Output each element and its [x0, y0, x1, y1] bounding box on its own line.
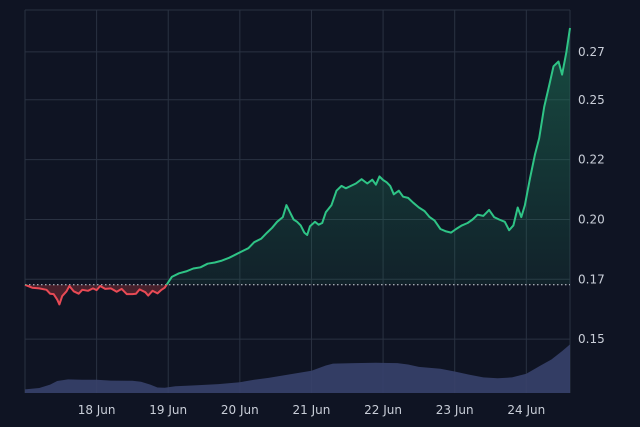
x-tick-label-2: 20 Jun — [221, 403, 259, 417]
y-tick-label-4: 0.17 — [578, 272, 605, 286]
x-tick-label-3: 21 Jun — [293, 403, 331, 417]
area-fill — [25, 28, 570, 305]
price-series — [24, 27, 571, 306]
x-tick-label-5: 23 Jun — [436, 403, 474, 417]
x-axis-ticks: 18 Jun 19 Jun 20 Jun 21 Jun 22 Jun 23 Jun 24 J… — [78, 403, 546, 417]
volume-bars — [25, 344, 570, 393]
y-axis-ticks: 0.27 0.25 0.22 0.20 0.17 0.15 — [578, 45, 605, 346]
x-tick-label-6: 24 Jun — [507, 403, 545, 417]
y-tick-label-1: 0.25 — [578, 93, 605, 107]
price-line-up — [24, 27, 571, 285]
y-tick-label-5: 0.15 — [578, 332, 605, 346]
x-tick-label-4: 22 Jun — [364, 403, 402, 417]
grid-lines — [24, 9, 571, 393]
area-fill-above-baseline — [25, 28, 570, 285]
y-tick-label-0: 0.27 — [578, 45, 605, 59]
y-tick-label-3: 0.20 — [578, 212, 605, 226]
price-line-down — [24, 284, 168, 306]
y-tick-label-2: 0.22 — [578, 153, 605, 167]
volume-area — [25, 344, 570, 393]
x-tick-label-0: 18 Jun — [78, 403, 116, 417]
x-tick-label-1: 19 Jun — [149, 403, 187, 417]
